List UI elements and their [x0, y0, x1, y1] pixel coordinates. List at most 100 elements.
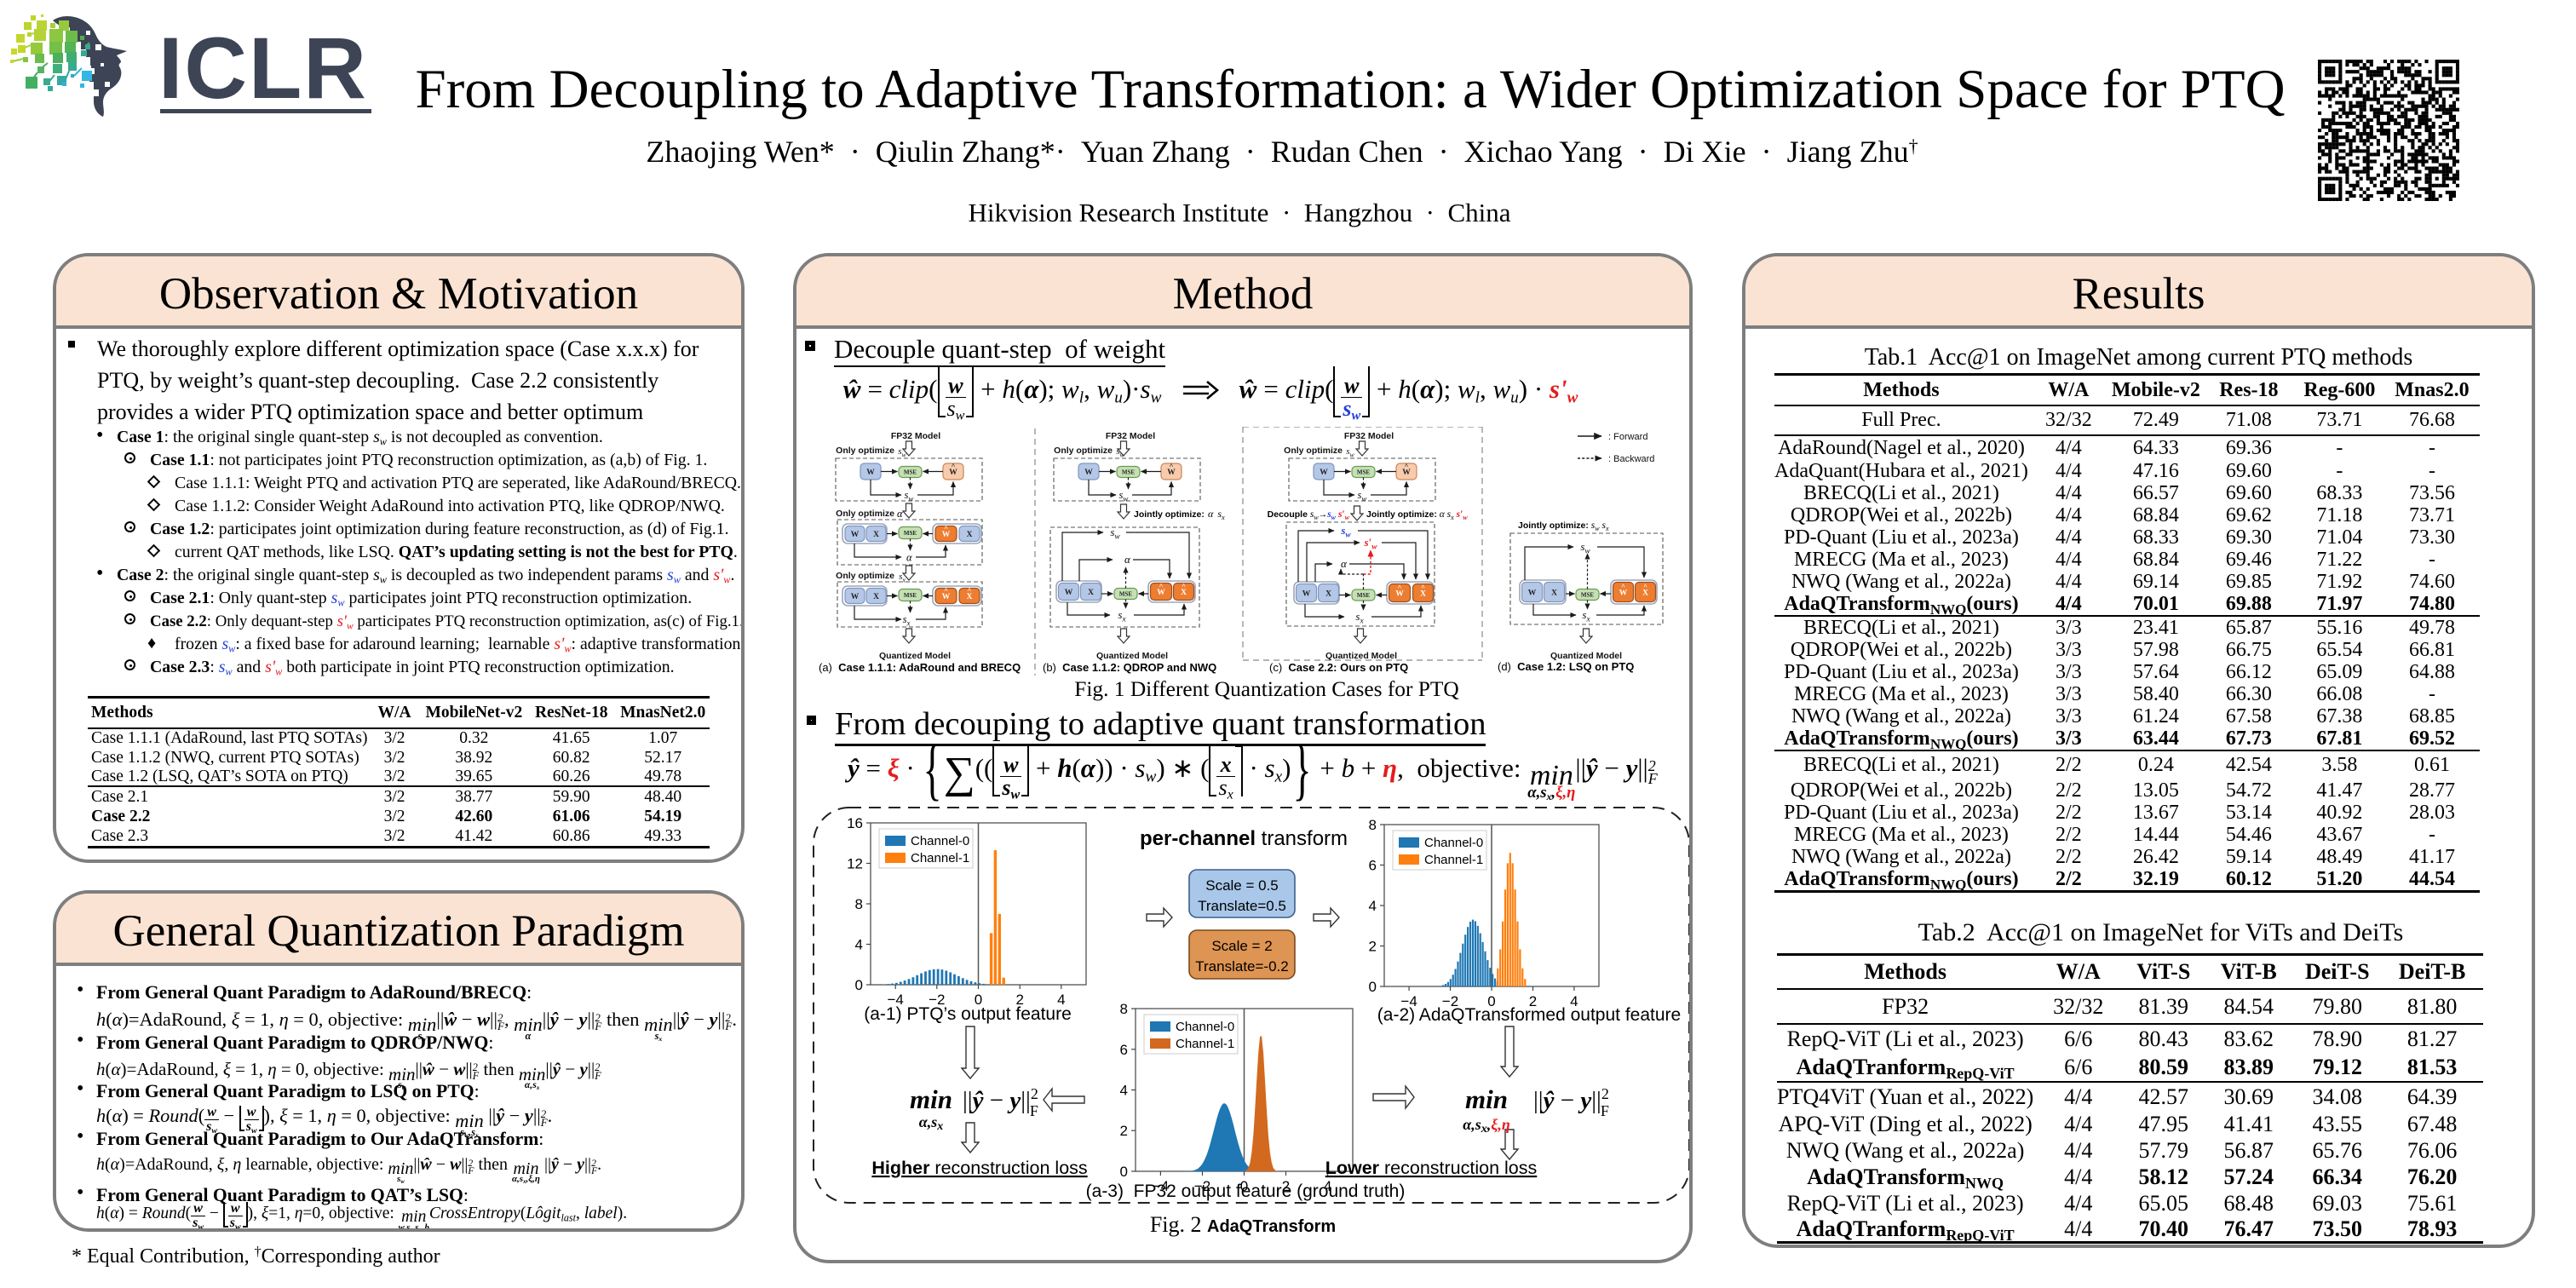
svg-text:0: 0: [1120, 1164, 1128, 1180]
svg-text:sw: sw: [1580, 540, 1590, 556]
svg-text:MSE: MSE: [1357, 469, 1371, 476]
svg-text:MSE: MSE: [904, 469, 917, 476]
svg-text:X: X: [1420, 589, 1426, 598]
svg-text:2: 2: [1529, 993, 1537, 1009]
svg-text:X: X: [1551, 589, 1557, 597]
svg-text:−2: −2: [1442, 993, 1458, 1009]
svg-text:X: X: [873, 593, 879, 601]
svg-text:W: W: [1528, 589, 1537, 597]
svg-text:Translate=0.5: Translate=0.5: [1198, 898, 1286, 914]
svg-text:^: ^: [1182, 582, 1186, 590]
svg-text:Scale = 2: Scale = 2: [1211, 938, 1272, 954]
svg-text:MSE: MSE: [904, 592, 917, 599]
svg-text:sw: sw: [1346, 446, 1354, 459]
svg-text:Jointly optimize: α sx s′w: Jointly optimize: α sx s′w: [1366, 509, 1468, 521]
svg-text:W: W: [1157, 589, 1165, 597]
svg-text:Channel-0: Channel-0: [1424, 836, 1483, 850]
svg-text:W: W: [1302, 589, 1311, 598]
svg-text:−4: −4: [1153, 1178, 1169, 1194]
svg-text:^: ^: [1159, 582, 1164, 590]
svg-text:X: X: [1088, 589, 1094, 597]
svg-text:: Forward: : Forward: [1608, 432, 1647, 442]
svg-text:W: W: [851, 531, 860, 539]
svg-text:2: 2: [1282, 1178, 1290, 1194]
svg-text:8: 8: [855, 896, 863, 912]
svg-text:α,sx,ξ,η: α,sx,ξ,η: [1463, 1116, 1510, 1136]
svg-text:−2: −2: [929, 992, 945, 1008]
svg-text:Channel-1: Channel-1: [1424, 853, 1483, 867]
svg-text:sx: sx: [1582, 608, 1590, 624]
svg-text:W: W: [866, 469, 875, 477]
svg-text:W: W: [851, 593, 860, 601]
svg-text:Channel-1: Channel-1: [1176, 1037, 1234, 1051]
svg-text:2: 2: [1015, 992, 1023, 1008]
svg-text:MSE: MSE: [904, 530, 917, 537]
svg-text:per-channel transform: per-channel transform: [1140, 827, 1348, 850]
svg-text:^: ^: [944, 524, 948, 532]
svg-text:Only optimize: Only optimize: [1284, 446, 1343, 456]
svg-text:^: ^: [1421, 583, 1425, 591]
svg-text:12: 12: [847, 856, 863, 872]
svg-text:FP32 Model: FP32 Model: [1106, 431, 1155, 441]
svg-text:sx: sx: [899, 572, 906, 584]
svg-text:X: X: [967, 531, 973, 539]
svg-text:Jointly optimize:: Jointly optimize:: [1134, 509, 1205, 520]
svg-text:α sx: α sx: [1208, 508, 1225, 521]
svg-text:MSE: MSE: [1581, 592, 1595, 599]
svg-text:(a-2) AdaQTransformed output f: (a-2) AdaQTransformed output feature: [1377, 1005, 1681, 1025]
svg-text:4: 4: [1120, 1083, 1128, 1099]
svg-text:W: W: [1320, 469, 1328, 477]
svg-text:−4: −4: [888, 992, 904, 1008]
svg-text:6: 6: [1120, 1042, 1128, 1058]
svg-text:(d) Case 1.2: LSQ on PTQ: (d) Case 1.2: LSQ on PTQ: [1498, 660, 1634, 673]
svg-text:(a-3) FP32 output feature (gr: (a-3) FP32 output feature (ground truth): [1086, 1182, 1406, 1201]
svg-text:Translate=-0.2: Translate=-0.2: [1195, 958, 1288, 975]
svg-text:^: ^: [1398, 583, 1402, 591]
svg-text:0: 0: [855, 977, 863, 993]
svg-text:Higher reconstruction loss: Higher reconstruction loss: [871, 1158, 1087, 1178]
svg-text:X: X: [1642, 589, 1648, 597]
svg-text:W: W: [949, 469, 957, 477]
svg-text:Only optimize: Only optimize: [836, 571, 894, 581]
svg-text:X: X: [1181, 589, 1187, 597]
svg-text:^: ^: [1621, 582, 1625, 590]
svg-text:W: W: [1084, 469, 1093, 477]
svg-text:sw: sw: [905, 489, 914, 503]
svg-text:2: 2: [1120, 1123, 1128, 1139]
svg-text:s′w: s′w: [1364, 536, 1378, 552]
svg-text:W: W: [1065, 589, 1073, 597]
svg-text:^: ^: [952, 462, 956, 470]
svg-text:MSE: MSE: [1119, 591, 1133, 598]
svg-text:α: α: [897, 508, 903, 520]
svg-text:^: ^: [944, 586, 948, 595]
svg-text:(a) Case 1.1.1: AdaRound and: (a) Case 1.1.1: AdaRound and BRECQ: [819, 661, 1021, 674]
svg-text:MSE: MSE: [1122, 469, 1136, 476]
svg-text:0: 0: [1240, 1178, 1248, 1194]
svg-text:Quantized Model: Quantized Model: [1550, 651, 1622, 661]
svg-text:FP32 Model: FP32 Model: [1344, 431, 1394, 441]
svg-text:W: W: [1402, 469, 1411, 477]
svg-text:(c) Case 2.2: Ours on PTQ: (c) Case 2.2: Ours on PTQ: [1269, 661, 1408, 674]
svg-text:α: α: [1124, 553, 1131, 566]
svg-text:0: 0: [975, 992, 982, 1008]
svg-text:α: α: [1341, 557, 1348, 570]
svg-text:Quantized Model: Quantized Model: [1325, 651, 1397, 661]
svg-text:||ŷ − y||2F: ||ŷ − y||2 F: [963, 1085, 1038, 1119]
svg-text:sw: sw: [1119, 489, 1129, 503]
svg-text:8: 8: [1120, 1001, 1128, 1017]
svg-text:16: 16: [847, 815, 863, 831]
svg-text:Only optimize: Only optimize: [836, 509, 894, 519]
svg-text:Channel-1: Channel-1: [911, 851, 969, 865]
svg-text:min: min: [910, 1084, 952, 1114]
svg-text:Only optimize: Only optimize: [1054, 446, 1113, 456]
svg-text:8: 8: [1369, 817, 1377, 833]
svg-text:Scale = 0.5: Scale = 0.5: [1205, 877, 1279, 894]
svg-text:0: 0: [1487, 993, 1495, 1009]
svg-text:Quantized Model: Quantized Model: [1096, 651, 1168, 661]
svg-text:α,sx: α,sx: [919, 1113, 943, 1133]
svg-text:min: min: [1465, 1084, 1508, 1114]
svg-text:(a-1) PTQ’s output feature: (a-1) PTQ’s output feature: [864, 1004, 1072, 1024]
svg-text:sw: sw: [898, 446, 906, 459]
svg-text:FP32 Model: FP32 Model: [891, 431, 940, 441]
svg-text:MSE: MSE: [1357, 592, 1371, 599]
